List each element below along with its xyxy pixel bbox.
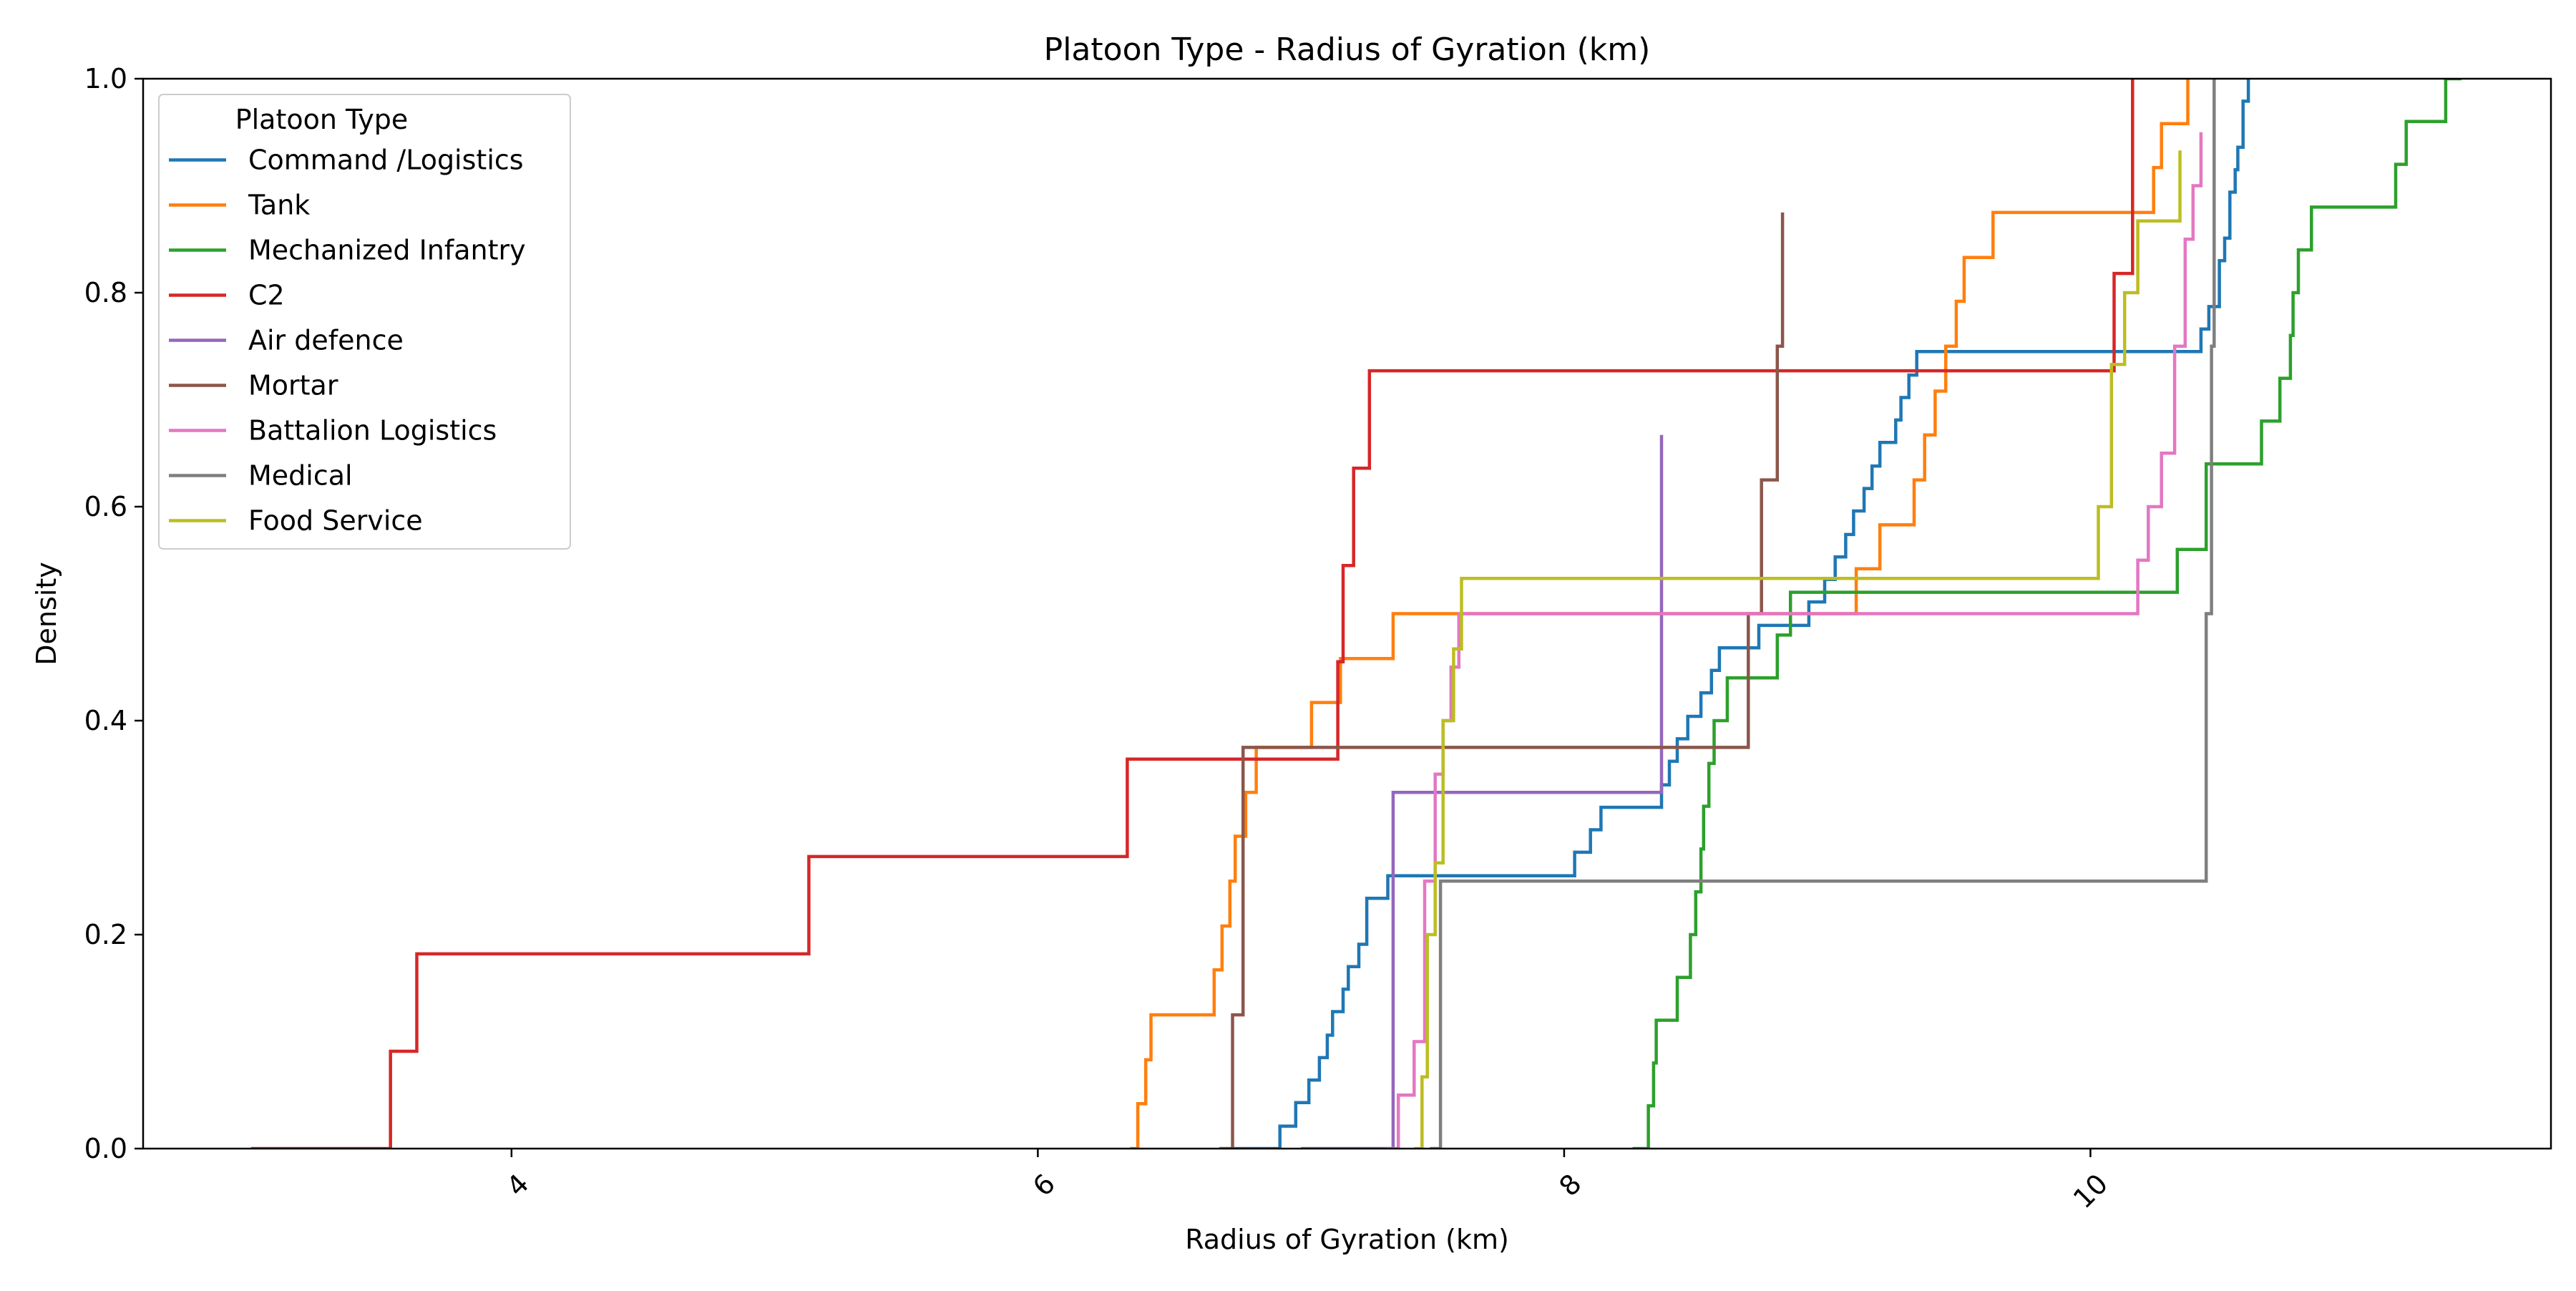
series-layer <box>250 79 2462 1149</box>
series-line-battalion-logistics <box>1385 132 2203 1149</box>
y-tick-label: 0.8 <box>84 277 127 308</box>
y-tick-label: 0.0 <box>84 1133 127 1164</box>
series-line-c2 <box>250 79 2135 1149</box>
series-line-mechanized-infantry <box>1632 79 2462 1149</box>
y-axis-label: Density <box>31 562 62 665</box>
legend-label-medical: Medical <box>248 460 353 492</box>
legend-label-mechanized-infantry: Mechanized Infantry <box>248 235 526 266</box>
series-line-medical <box>1430 79 2216 1149</box>
y-tick-label: 0.4 <box>84 705 127 736</box>
legend-label-command-logistics: Command /Logistics <box>248 145 524 176</box>
legend-box <box>158 94 571 550</box>
legend-label-food-service: Food Service <box>248 505 423 537</box>
series-line-air-defence <box>1301 434 1664 1149</box>
legend-items: Command /Logistics Tank Mechanized Infantr… <box>169 145 526 537</box>
legend-title: Platoon Type <box>235 104 409 135</box>
legend-label-c2: C2 <box>248 280 285 311</box>
legend-label-mortar: Mortar <box>248 370 338 401</box>
series-line-food-service <box>1414 150 2182 1149</box>
legend-label-battalion-logistics: Battalion Logistics <box>248 415 497 447</box>
x-axis-label: Radius of Gyration (km) <box>1185 1224 1509 1255</box>
series-line-command-logistics <box>1232 79 2250 1149</box>
legend-label-tank: Tank <box>248 190 310 221</box>
plot-frame <box>142 77 2552 1150</box>
y-tick-label: 1.0 <box>84 63 127 94</box>
chart-title: Platoon Type - Radius of Gyration (km) <box>1044 31 1651 68</box>
legend: Platoon Type Command /Logistics Tank Mecha… <box>158 94 571 550</box>
legend-label-air-defence: Air defence <box>248 325 404 356</box>
y-tick-label: 0.6 <box>84 491 127 522</box>
y-tick-label: 0.2 <box>84 919 127 950</box>
y-axis: 0.0 0.2 0.4 0.6 0.8 1.0 <box>84 63 143 1164</box>
